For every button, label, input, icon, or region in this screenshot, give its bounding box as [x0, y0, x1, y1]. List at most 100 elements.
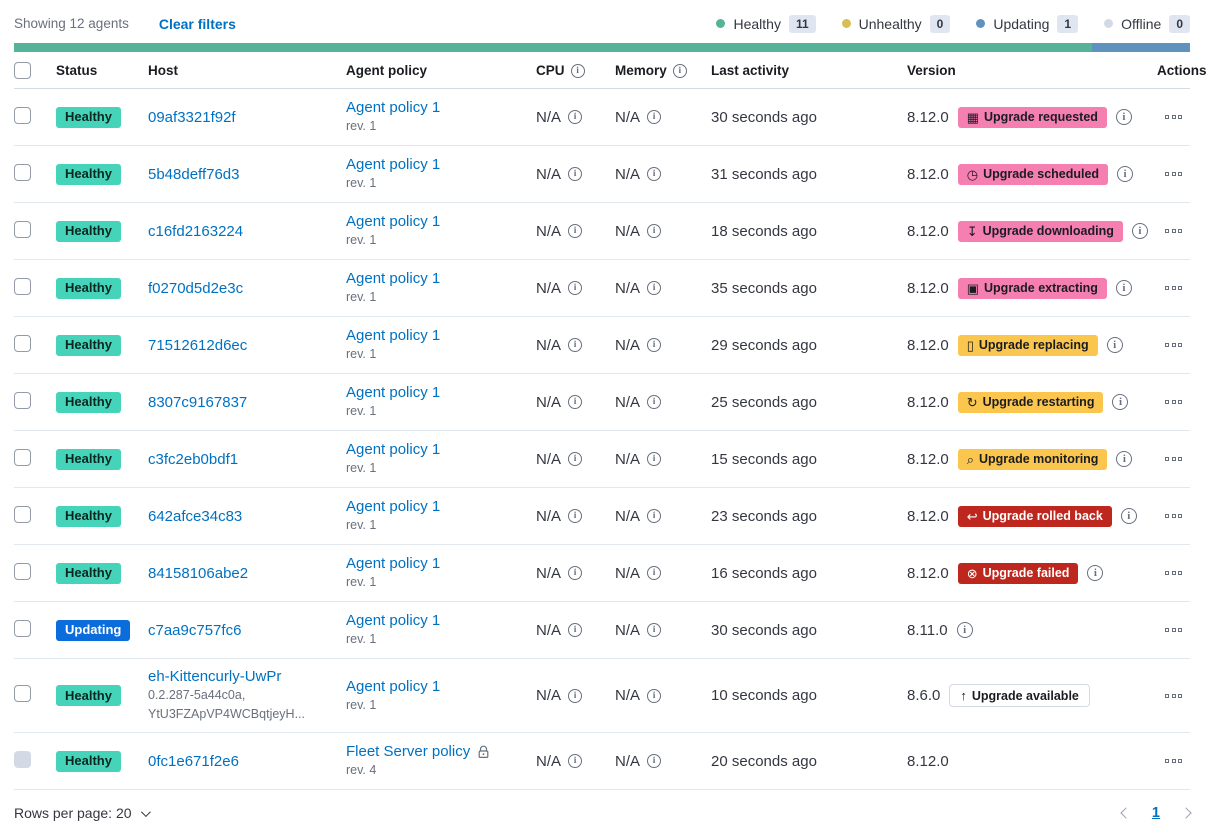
- upgrade-details-info-icon[interactable]: [1087, 565, 1104, 581]
- row-checkbox[interactable]: [14, 391, 31, 409]
- upgrade-details-info-icon[interactable]: [1106, 337, 1123, 353]
- next-page-button[interactable]: [1180, 807, 1192, 819]
- upgrade-details-info-icon[interactable]: [956, 622, 973, 638]
- memory-na-info-icon[interactable]: [647, 224, 662, 238]
- memory-na-info-icon[interactable]: [647, 688, 662, 703]
- agent-policy-link[interactable]: Agent policy 1: [346, 213, 441, 231]
- cpu-na-info-icon[interactable]: [568, 754, 583, 768]
- row-checkbox[interactable]: [14, 505, 31, 523]
- upgrade-details-info-icon[interactable]: [1117, 166, 1134, 182]
- row-checkbox[interactable]: [14, 220, 31, 238]
- actions-menu-button[interactable]: [1163, 690, 1184, 702]
- agent-policy-link[interactable]: Agent policy 1: [346, 270, 441, 288]
- actions-menu-button[interactable]: [1163, 282, 1184, 294]
- actions-menu-button[interactable]: [1163, 111, 1184, 123]
- lock-icon: [478, 745, 489, 758]
- host-link[interactable]: 8307c9167837: [148, 393, 248, 411]
- memory-na-info-icon[interactable]: [647, 509, 662, 523]
- actions-menu-button[interactable]: [1163, 339, 1184, 351]
- host-link[interactable]: eh-Kittencurly-UwPr: [148, 668, 282, 686]
- cpu-na-info-icon[interactable]: [568, 395, 583, 409]
- host-link[interactable]: 09af3321f92f: [148, 108, 236, 126]
- cpu-value: N/A: [536, 752, 562, 770]
- cpu-na-info-icon[interactable]: [568, 167, 583, 181]
- agent-policy-link[interactable]: Agent policy 1: [346, 327, 441, 345]
- agent-policy-link[interactable]: Agent policy 1: [346, 156, 441, 174]
- last-activity-value: 10 seconds ago: [711, 687, 817, 704]
- agent-policy-link[interactable]: Agent policy 1: [346, 441, 441, 459]
- row-checkbox[interactable]: [14, 750, 31, 768]
- actions-menu-button[interactable]: [1163, 396, 1184, 408]
- memory-value: N/A: [615, 222, 641, 240]
- row-checkbox[interactable]: [14, 106, 31, 124]
- upgrade-details-info-icon[interactable]: [1115, 280, 1132, 296]
- memory-na-info-icon[interactable]: [647, 623, 662, 637]
- clear-filters-link[interactable]: Clear filters: [158, 15, 236, 32]
- page-number-1[interactable]: 1: [1151, 805, 1160, 821]
- rows-per-page-button[interactable]: Rows per page: 20: [14, 805, 151, 821]
- memory-na-info-icon[interactable]: [647, 395, 662, 409]
- host-link[interactable]: 84158106abe2: [148, 564, 249, 582]
- actions-menu-button[interactable]: [1163, 755, 1184, 767]
- memory-info-icon[interactable]: [672, 63, 687, 78]
- agent-policy-link[interactable]: Agent policy 1: [346, 498, 441, 516]
- policy-revision: rev. 1: [346, 404, 377, 419]
- document-icon: ▯: [966, 337, 974, 353]
- upgrade-details-info-icon[interactable]: [1131, 223, 1148, 239]
- row-checkbox[interactable]: [14, 334, 31, 352]
- agent-policy-link[interactable]: Fleet Server policy: [346, 743, 471, 761]
- upgrade-details-info-icon[interactable]: [1112, 394, 1129, 410]
- row-checkbox[interactable]: [14, 619, 31, 637]
- agent-policy-link[interactable]: Agent policy 1: [346, 384, 441, 402]
- row-checkbox[interactable]: [14, 448, 31, 466]
- memory-na-info-icon[interactable]: [647, 338, 662, 352]
- row-checkbox[interactable]: [14, 562, 31, 580]
- cpu-na-info-icon[interactable]: [568, 338, 583, 352]
- actions-menu-button[interactable]: [1163, 453, 1184, 465]
- memory-na-info-icon[interactable]: [647, 281, 662, 295]
- cpu-na-info-icon[interactable]: [568, 566, 583, 580]
- cpu-na-info-icon[interactable]: [568, 452, 583, 466]
- agent-policy-link[interactable]: Agent policy 1: [346, 99, 441, 117]
- memory-na-info-icon[interactable]: [647, 452, 662, 466]
- actions-menu-button[interactable]: [1163, 168, 1184, 180]
- host-link[interactable]: f0270d5d2e3c: [148, 279, 244, 297]
- previous-page-button[interactable]: [1120, 807, 1132, 819]
- actions-menu-button[interactable]: [1163, 624, 1184, 636]
- actions-menu-button[interactable]: [1163, 567, 1184, 579]
- agent-policy-link[interactable]: Agent policy 1: [346, 555, 441, 573]
- row-checkbox[interactable]: [14, 163, 31, 181]
- host-link[interactable]: c3fc2eb0bdf1: [148, 450, 239, 468]
- cpu-na-info-icon[interactable]: [568, 688, 583, 703]
- select-all-checkbox[interactable]: [14, 62, 31, 79]
- memory-na-info-icon[interactable]: [647, 754, 662, 768]
- agent-version: 8.12.0: [907, 279, 949, 297]
- status-badge: Healthy: [56, 334, 121, 356]
- cpu-na-info-icon[interactable]: [568, 623, 583, 637]
- upgrade-details-info-icon[interactable]: [1116, 451, 1133, 467]
- cpu-na-info-icon[interactable]: [568, 281, 583, 295]
- memory-na-info-icon[interactable]: [647, 167, 662, 181]
- agent-policy-link[interactable]: Agent policy 1: [346, 612, 441, 630]
- host-link[interactable]: c16fd2163224: [148, 222, 244, 240]
- actions-menu-button[interactable]: [1163, 510, 1184, 522]
- upgrade-details-info-icon[interactable]: [1115, 109, 1132, 125]
- cpu-na-info-icon[interactable]: [568, 509, 583, 523]
- host-link[interactable]: 5b48deff76d3: [148, 165, 240, 183]
- last-activity-value: 25 seconds ago: [711, 393, 817, 411]
- host-link[interactable]: 642afce34c83: [148, 507, 243, 525]
- cpu-info-icon[interactable]: [570, 63, 585, 78]
- host-link[interactable]: c7aa9c757fc6: [148, 621, 242, 639]
- upgrade-details-info-icon[interactable]: [1120, 508, 1137, 524]
- memory-na-info-icon[interactable]: [647, 110, 662, 124]
- host-link[interactable]: 71512612d6ec: [148, 336, 248, 354]
- cpu-na-info-icon[interactable]: [568, 224, 583, 238]
- policy-revision: rev. 1: [346, 575, 377, 590]
- row-checkbox[interactable]: [14, 685, 31, 702]
- host-link[interactable]: 0fc1e671f2e6: [148, 752, 239, 770]
- row-checkbox[interactable]: [14, 277, 31, 295]
- actions-menu-button[interactable]: [1163, 225, 1184, 237]
- agent-policy-link[interactable]: Agent policy 1: [346, 677, 441, 695]
- memory-na-info-icon[interactable]: [647, 566, 662, 580]
- cpu-na-info-icon[interactable]: [568, 110, 583, 124]
